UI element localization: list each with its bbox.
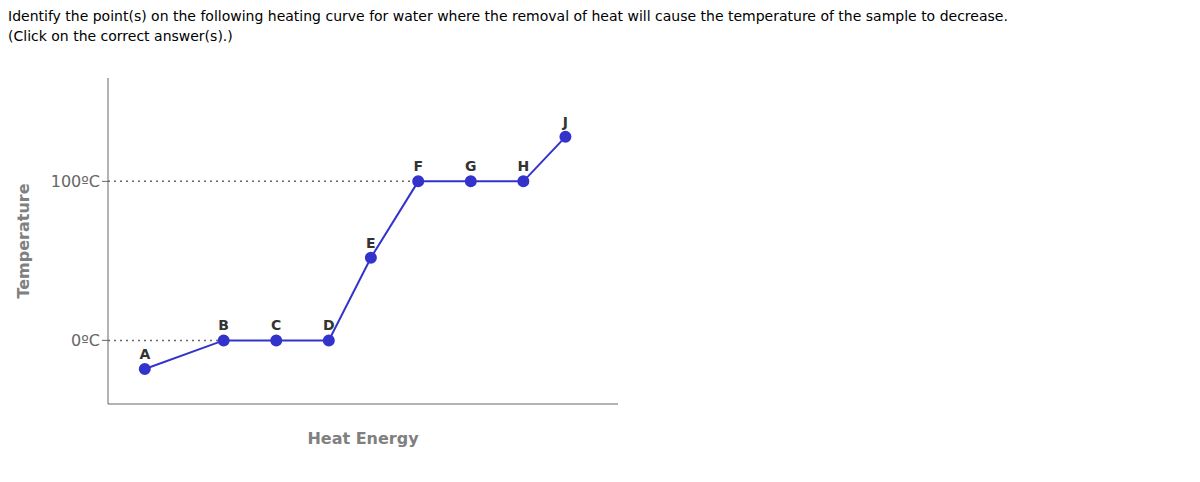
svg-text:J: J [562, 114, 568, 130]
svg-text:100ºC: 100ºC [51, 172, 100, 191]
svg-text:A: A [139, 346, 150, 362]
svg-text:H: H [518, 158, 530, 174]
svg-text:D: D [323, 317, 335, 333]
svg-text:F: F [413, 158, 423, 174]
html-text:(Click on the correct answer(s: (Click on the correct answer(s).) [8, 28, 233, 44]
svg-text:B: B [218, 317, 229, 333]
svg-text:G: G [465, 158, 477, 174]
svg-text:C: C [271, 317, 281, 333]
svg-text:E: E [366, 235, 376, 251]
svg-text:0ºC: 0ºC [71, 331, 100, 350]
svg-text:Temperature: Temperature [14, 183, 33, 298]
html-text:Identify the point(s) on the f: Identify the point(s) on the following h… [8, 8, 1008, 24]
svg-text:Heat Energy: Heat Energy [307, 429, 419, 448]
